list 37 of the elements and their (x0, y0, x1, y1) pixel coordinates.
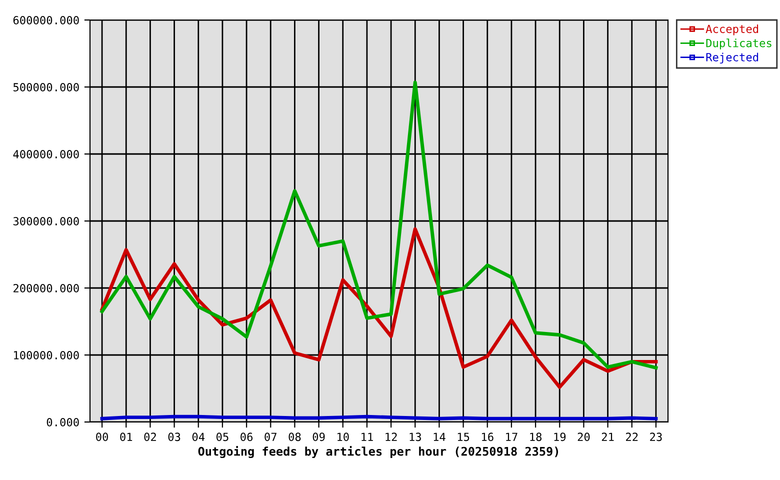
x-tick-label: 23 (650, 432, 662, 442)
x-tick-label: 19 (554, 432, 566, 442)
x-tick-label: 13 (410, 432, 421, 442)
x-tick-label: 21 (602, 432, 614, 441)
y-tick-label: 0.000 (46, 418, 79, 426)
x-tick-label: 00 (96, 432, 108, 442)
legend-label: Rejected (706, 52, 758, 64)
x-tick-label: 15 (458, 432, 470, 442)
y-tick-label: 500000.000 (13, 83, 79, 92)
y-tick-label: 400000.000 (13, 150, 79, 158)
x-tick-label: 04 (192, 432, 205, 442)
y-tick-label: 600000.000 (13, 16, 79, 24)
y-tick-label: 300000.000 (13, 217, 79, 226)
x-tick-label: 12 (386, 432, 397, 441)
x-tick-label: 02 (144, 432, 156, 442)
x-tick-label: 05 (216, 432, 228, 442)
x-tick-label: 14 (434, 432, 446, 441)
legend-label: Duplicates (706, 38, 772, 50)
line-series (100, 80, 658, 370)
y-tick-label: 200000.000 (14, 284, 79, 292)
legend-label: Accepted (706, 24, 758, 36)
x-tick-label: 08 (288, 432, 301, 442)
x-tick-label: 03 (168, 432, 180, 442)
x-tick-label: 07 (264, 432, 276, 442)
x-tick-label: 17 (506, 432, 518, 441)
x-tick-label: 20 (578, 432, 590, 442)
x-tick-label: 01 (120, 432, 132, 442)
x-axis-title: Outgoing feeds by articles per hour (20250918 2359) (198, 446, 558, 458)
x-tick-label: 06 (240, 432, 253, 442)
y-tick-label: 100000.000 (14, 351, 79, 360)
x-tick-label: 18 (530, 432, 542, 442)
x-tick-label: 09 (312, 432, 325, 442)
x-tick-label: 11 (362, 432, 373, 441)
x-tick-label: 10 (338, 432, 349, 442)
x-tick-label: 16 (482, 432, 494, 442)
line-series (100, 227, 658, 389)
x-tick-label: 22 (626, 432, 638, 441)
